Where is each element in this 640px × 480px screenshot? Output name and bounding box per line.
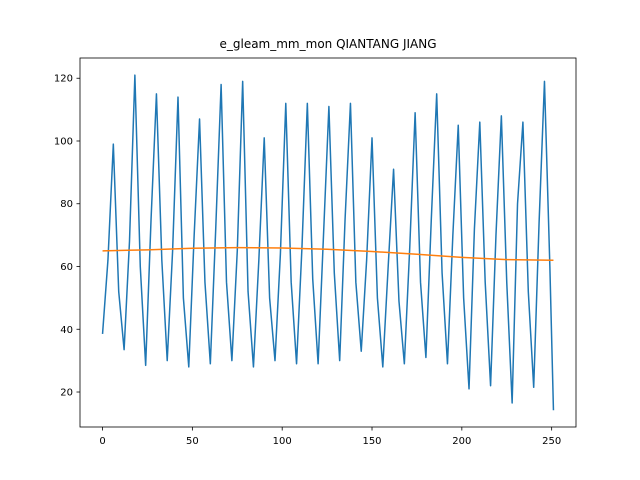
y-tick-label: 120 <box>54 74 73 85</box>
y-tick-label: 40 <box>60 325 73 336</box>
y-tick-label: 80 <box>60 199 73 210</box>
x-tick-label: 50 <box>186 436 199 447</box>
y-tick-label: 20 <box>60 388 73 399</box>
y-tick-label: 60 <box>60 262 73 273</box>
line-series <box>101 74 555 411</box>
x-tick-label: 250 <box>542 436 561 447</box>
x-tick-label: 150 <box>362 436 381 447</box>
line-series <box>102 246 554 261</box>
x-tick-label: 0 <box>99 436 105 447</box>
plot-frame <box>79 57 577 428</box>
x-tick-label: 200 <box>452 436 471 447</box>
y-tick-label: 100 <box>54 136 73 147</box>
chart-title: e_gleam_mm_mon QIANTANG JIANG <box>219 37 436 51</box>
x-tick-label: 100 <box>273 436 292 447</box>
